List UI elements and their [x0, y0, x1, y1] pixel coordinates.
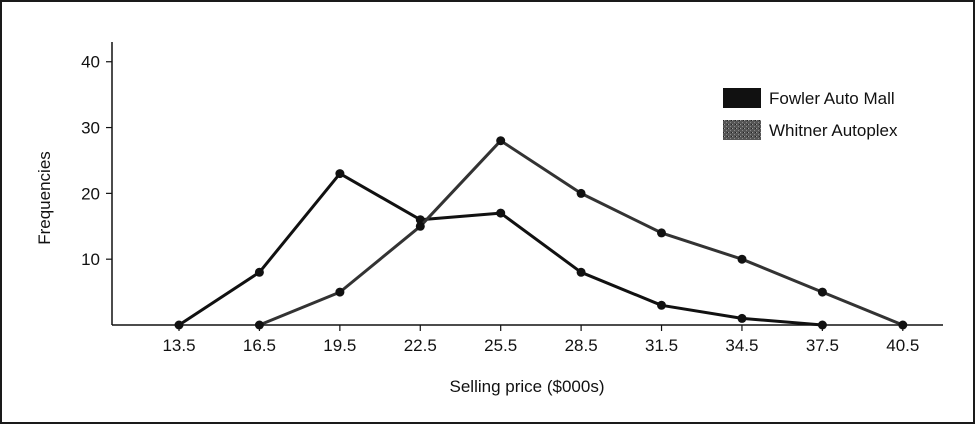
axes	[111, 42, 943, 326]
data-point-1-2	[415, 221, 425, 231]
y-tick-label-1: 20	[81, 184, 100, 203]
data-point-0-0	[174, 320, 184, 330]
x-tick-label-5: 28.5	[565, 336, 598, 355]
legend: Fowler Auto Mall Whitner Autoplex	[723, 88, 898, 140]
x-tick-label-6: 31.5	[645, 336, 678, 355]
x-tick-label-9: 40.5	[886, 336, 919, 355]
x-axis-ticks: 13.5 16.5 19.5 22.5 25.5 28.5 31.5 34.5 37.5 40.5	[162, 325, 919, 355]
legend-swatch-fowler	[723, 88, 761, 108]
data-point-1-0	[254, 320, 264, 330]
y-tick-label-2: 30	[81, 119, 100, 138]
x-axis-label: Selling price ($000s)	[450, 377, 605, 396]
legend-swatch-whitner	[723, 120, 761, 140]
data-point-1-6	[737, 254, 747, 264]
x-tick-label-4: 25.5	[484, 336, 517, 355]
x-tick-label-2: 19.5	[323, 336, 356, 355]
x-tick-label-1: 16.5	[243, 336, 276, 355]
x-tick-label-0: 13.5	[162, 336, 195, 355]
legend-item-fowler: Fowler Auto Mall	[723, 88, 895, 108]
data-point-1-7	[817, 287, 827, 297]
data-point-0-4	[496, 208, 506, 218]
series-0	[174, 169, 827, 330]
data-point-0-8	[817, 320, 827, 330]
x-tick-label-8: 37.5	[806, 336, 839, 355]
y-tick-label-0: 10	[81, 250, 100, 269]
y-axis-ticks: 10 20 30 40	[81, 53, 112, 269]
y-axis-label: Frequencies	[35, 151, 54, 245]
legend-item-whitner: Whitner Autoplex	[723, 120, 898, 140]
data-point-0-7	[737, 313, 747, 323]
legend-label-whitner: Whitner Autoplex	[769, 121, 898, 140]
data-point-1-1	[335, 287, 345, 297]
x-tick-label-7: 34.5	[725, 336, 758, 355]
data-point-0-2	[335, 169, 345, 179]
data-point-0-1	[254, 267, 264, 277]
data-point-1-4	[576, 188, 586, 198]
series-layer	[174, 136, 908, 330]
data-point-0-5	[576, 267, 586, 277]
y-tick-label-3: 40	[81, 53, 100, 72]
data-point-1-8	[898, 320, 908, 330]
legend-label-fowler: Fowler Auto Mall	[769, 89, 895, 108]
series-line-0	[178, 172, 823, 327]
data-point-1-5	[657, 228, 666, 238]
series-1	[254, 136, 908, 330]
data-point-1-3	[496, 136, 506, 146]
series-line-1	[258, 139, 904, 327]
data-point-0-6	[657, 300, 666, 310]
x-tick-label-3: 22.5	[404, 336, 437, 355]
